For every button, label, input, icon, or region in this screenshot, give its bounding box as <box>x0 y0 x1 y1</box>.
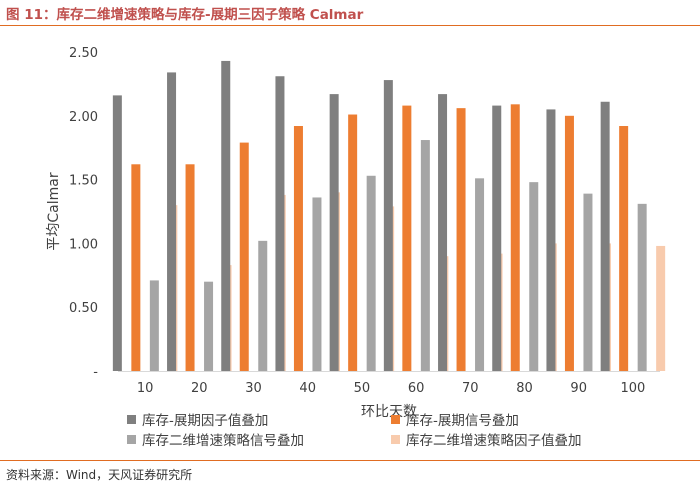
bar <box>420 140 430 371</box>
bar <box>204 281 214 371</box>
x-tick-label: 50 <box>354 381 371 396</box>
bar <box>619 126 629 372</box>
bar <box>312 197 322 371</box>
x-tick-label: 10 <box>137 381 154 396</box>
bar <box>529 182 539 371</box>
legend-label: 库存-展期信号叠加 <box>406 413 519 429</box>
bar <box>564 115 574 371</box>
chart-axes: - 0.50 1.00 1.50 2.00 2.50 平均Calmar 10 20 30 40 50 6… <box>46 46 660 420</box>
bar <box>402 105 412 371</box>
figure-title: 图 11：库存二维增速策略与库存-展期三因子策略 Calmar <box>6 7 364 23</box>
bar <box>149 280 159 371</box>
x-tick-label: 20 <box>191 381 208 396</box>
source-note: 资料来源：Wind，天风证券研究所 <box>6 468 193 482</box>
x-tick-label: 100 <box>620 381 645 396</box>
chart-bars <box>112 60 666 372</box>
bar <box>293 126 303 372</box>
y-tick-label: 2.00 <box>69 110 98 125</box>
bar <box>131 164 141 371</box>
bar <box>583 193 593 371</box>
bar <box>383 80 393 372</box>
bar <box>475 178 485 371</box>
legend-swatch <box>391 435 400 444</box>
bar <box>492 105 502 371</box>
legend-swatch <box>391 415 400 424</box>
x-tick-label: 40 <box>299 381 316 396</box>
footer-divider <box>0 460 700 461</box>
bar <box>221 60 231 371</box>
title-divider <box>0 25 700 26</box>
legend-swatch <box>127 435 136 444</box>
x-tick-label: 80 <box>516 381 533 396</box>
bar <box>456 108 466 372</box>
bar <box>600 101 610 371</box>
bar <box>329 94 339 371</box>
x-axis-label: 环比天数 <box>361 404 417 420</box>
y-tick-label: 1.50 <box>69 174 98 189</box>
y-tick-label: - <box>93 365 98 380</box>
x-tick-label: 90 <box>570 381 587 396</box>
y-axis-label: 平均Calmar <box>46 172 62 250</box>
bar <box>546 109 556 372</box>
x-tick-label: 60 <box>408 381 425 396</box>
x-tick-label: 70 <box>462 381 479 396</box>
bar <box>510 104 520 371</box>
bar <box>112 95 122 371</box>
y-tick-label: 0.50 <box>69 301 98 316</box>
bar <box>239 142 249 371</box>
bar <box>438 94 448 371</box>
bar <box>275 76 285 371</box>
bar-chart: - 0.50 1.00 1.50 2.00 2.50 平均Calmar 10 20 30 40 50 6… <box>46 46 666 449</box>
x-tick-label: 30 <box>245 381 262 396</box>
title-bar: 图 11：库存二维增速策略与库存-展期三因子策略 Calmar <box>0 0 700 26</box>
legend-label: 库存二维增速策略信号叠加 <box>142 432 304 449</box>
legend-label: 库存二维增速策略因子值叠加 <box>406 432 582 449</box>
bar <box>637 203 647 371</box>
legend-swatch <box>127 415 136 424</box>
bar <box>185 164 195 371</box>
y-tick-label: 1.00 <box>69 237 98 252</box>
legend-label: 库存-展期因子值叠加 <box>142 413 268 429</box>
bar <box>656 245 666 371</box>
bar <box>258 240 268 371</box>
bar <box>348 114 358 372</box>
bar <box>366 175 376 371</box>
bar <box>167 72 177 371</box>
y-tick-label: 2.50 <box>69 46 98 61</box>
